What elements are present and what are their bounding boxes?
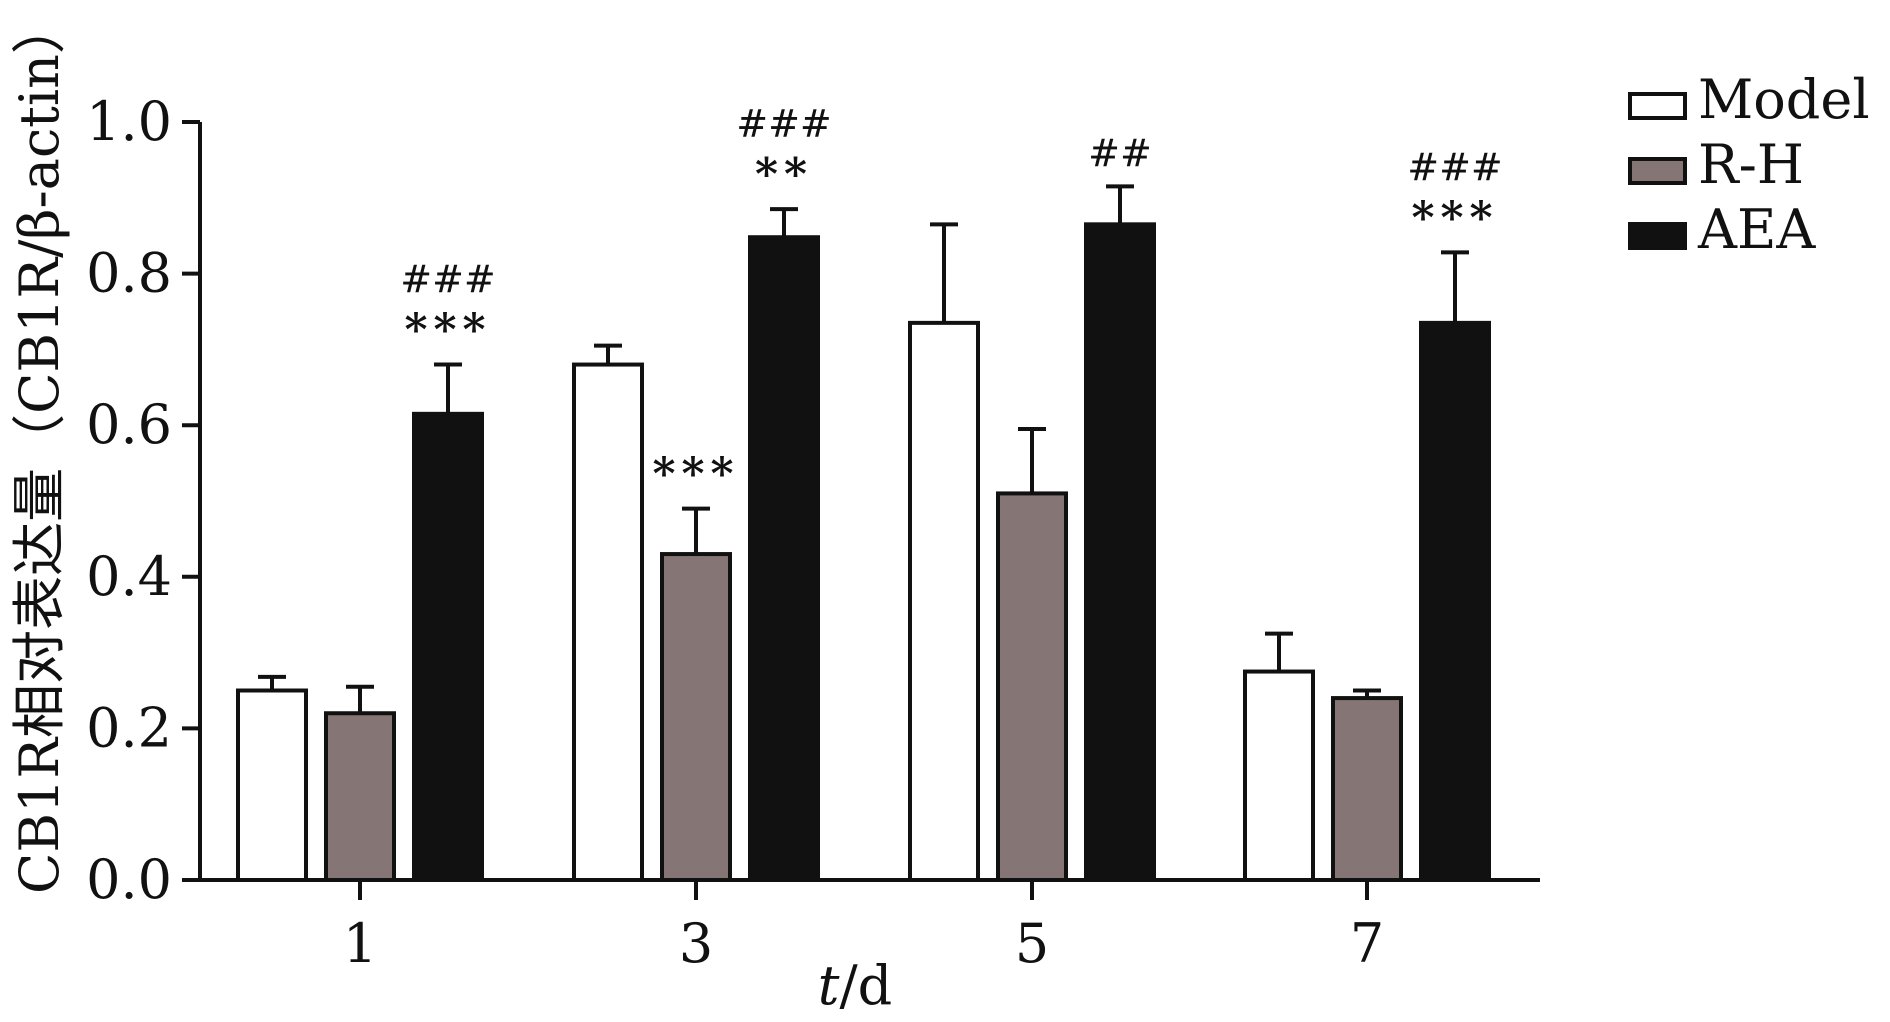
significance-hashes: ### xyxy=(400,258,496,302)
significance-stars: *** xyxy=(652,449,739,500)
legend-swatch-r-h xyxy=(1628,157,1687,185)
y-tick-label: 0.2 xyxy=(86,696,172,759)
bar-aea-7 xyxy=(1419,320,1491,882)
significance-stars: *** xyxy=(1411,192,1498,243)
y-tick-label: 1.0 xyxy=(86,90,172,153)
y-axis-label: CB1R相对表达量（CB1R/β-actin） xyxy=(8,0,71,894)
legend-label-model: Model xyxy=(1698,68,1870,131)
x-tick-label: 7 xyxy=(1350,912,1384,975)
y-tick-label: 0.8 xyxy=(86,242,172,305)
x-tick-label: 5 xyxy=(1015,912,1049,975)
bar-r-h-7 xyxy=(1331,696,1403,883)
x-axis-label-italic: t xyxy=(818,954,840,1017)
legend-label-aea: AEA xyxy=(1697,198,1816,261)
significance-stars: *** xyxy=(404,305,491,356)
y-tick-label: 0.6 xyxy=(86,393,172,456)
bar-r-h-1 xyxy=(324,711,396,882)
y-tick-label: 0.0 xyxy=(86,848,172,911)
significance-hashes: ### xyxy=(736,102,832,146)
bar-model-1 xyxy=(236,688,308,882)
bar-model-3 xyxy=(572,362,644,882)
x-axis-label: t/d xyxy=(818,954,892,1017)
significance-hashes: ### xyxy=(1407,145,1503,189)
x-tick-label: 3 xyxy=(679,912,713,975)
significance-annotations: ***###*****#####***### xyxy=(400,102,1503,499)
x-axis-label-unit: /d xyxy=(839,954,892,1017)
x-axis: 1 3 5 7 xyxy=(200,878,1540,975)
bars xyxy=(236,184,1491,883)
bar-r-h-3 xyxy=(660,552,732,882)
bar-aea-1 xyxy=(412,411,484,882)
significance-hashes: ## xyxy=(1088,131,1152,175)
legend-swatch-aea xyxy=(1628,222,1687,250)
y-tick-label: 0.4 xyxy=(86,545,172,608)
y-axis: 0.0 0.2 0.4 0.6 0.8 1.0 xyxy=(86,90,202,911)
bar-model-5 xyxy=(908,320,980,882)
legend-label-r-h: R-H xyxy=(1698,133,1804,196)
bar-r-h-5 xyxy=(996,491,1068,882)
x-tick-label: 1 xyxy=(343,912,377,975)
bar-model-7 xyxy=(1243,669,1315,882)
bar-aea-5 xyxy=(1084,222,1156,882)
legend-swatch-model xyxy=(1628,92,1687,120)
significance-stars: ** xyxy=(755,149,813,200)
bar-aea-3 xyxy=(748,235,820,882)
